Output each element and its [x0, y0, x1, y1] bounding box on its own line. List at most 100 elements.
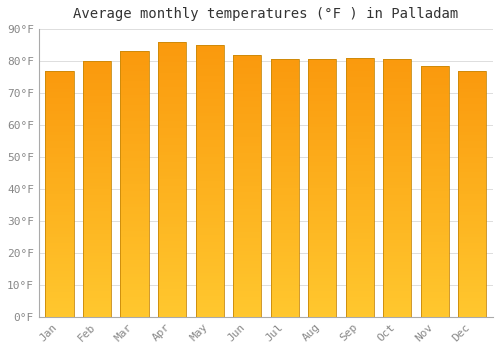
Bar	[346, 200, 374, 203]
Bar	[46, 304, 74, 308]
Bar	[83, 272, 111, 275]
Bar	[233, 104, 261, 107]
Bar	[383, 117, 412, 120]
Bar	[158, 258, 186, 262]
Bar	[421, 82, 449, 85]
Bar	[346, 71, 374, 74]
Bar	[308, 227, 336, 230]
Bar	[196, 181, 224, 184]
Bar	[270, 278, 299, 281]
Bar	[383, 191, 412, 195]
Bar	[233, 78, 261, 81]
Bar	[270, 120, 299, 124]
Bar	[46, 120, 74, 123]
Bar	[158, 76, 186, 80]
Bar	[308, 249, 336, 252]
Bar	[308, 92, 336, 95]
Bar	[458, 243, 486, 246]
Bar	[383, 217, 412, 220]
Bar	[83, 116, 111, 119]
Bar	[346, 58, 374, 61]
Bar	[46, 308, 74, 311]
Bar	[83, 138, 111, 141]
Bar	[458, 107, 486, 111]
Bar	[421, 204, 449, 207]
Bar	[383, 214, 412, 217]
Bar	[196, 256, 224, 259]
Bar	[196, 266, 224, 269]
Bar	[308, 201, 336, 204]
Bar	[458, 261, 486, 265]
Bar	[383, 172, 412, 175]
Bar	[270, 208, 299, 211]
Bar	[308, 262, 336, 265]
Bar	[83, 205, 111, 208]
Bar	[196, 106, 224, 110]
Bar	[383, 204, 412, 208]
Bar	[346, 68, 374, 71]
Bar	[233, 74, 261, 78]
Bar	[158, 220, 186, 224]
Bar	[158, 83, 186, 86]
Bar	[120, 314, 148, 317]
Bar	[196, 232, 224, 235]
Bar	[308, 301, 336, 304]
Bar	[196, 150, 224, 154]
Bar	[46, 206, 74, 209]
Bar	[421, 157, 449, 160]
Bar	[120, 55, 148, 58]
Bar	[158, 159, 186, 162]
Bar	[120, 158, 148, 161]
Bar	[120, 168, 148, 171]
Bar	[346, 113, 374, 116]
Bar	[233, 274, 261, 278]
Bar	[120, 131, 148, 134]
Bar	[196, 177, 224, 181]
Bar	[458, 289, 486, 292]
Bar	[270, 243, 299, 246]
Bar	[421, 248, 449, 251]
Bar	[46, 80, 74, 83]
Bar	[196, 215, 224, 218]
Bar	[120, 111, 148, 114]
Bar	[233, 186, 261, 189]
Bar	[346, 314, 374, 317]
Bar	[308, 63, 336, 66]
Bar	[458, 209, 486, 212]
Bar	[308, 104, 336, 108]
Bar	[308, 259, 336, 262]
Bar	[458, 74, 486, 77]
Bar	[308, 294, 336, 297]
Bar	[196, 140, 224, 143]
Bar	[458, 255, 486, 258]
Bar	[383, 220, 412, 224]
Bar	[233, 179, 261, 182]
Bar	[383, 72, 412, 76]
Bar	[383, 285, 412, 288]
Bar	[120, 207, 148, 211]
Bar	[120, 290, 148, 294]
Bar	[46, 212, 74, 215]
Bar	[270, 240, 299, 243]
Bar	[383, 246, 412, 249]
Bar	[383, 120, 412, 124]
Bar	[83, 298, 111, 301]
Bar	[233, 182, 261, 186]
Bar	[458, 135, 486, 138]
Bar	[346, 97, 374, 100]
Bar	[383, 108, 412, 111]
Bar	[346, 239, 374, 242]
Bar	[458, 274, 486, 277]
Bar	[46, 89, 74, 92]
Bar	[458, 163, 486, 166]
Bar	[421, 279, 449, 282]
Bar	[270, 166, 299, 169]
Bar	[383, 98, 412, 101]
Bar	[308, 89, 336, 92]
Bar	[308, 233, 336, 236]
Bar	[308, 117, 336, 120]
Bar	[383, 136, 412, 140]
Bar	[383, 169, 412, 172]
Bar	[346, 265, 374, 268]
Bar	[158, 152, 186, 155]
